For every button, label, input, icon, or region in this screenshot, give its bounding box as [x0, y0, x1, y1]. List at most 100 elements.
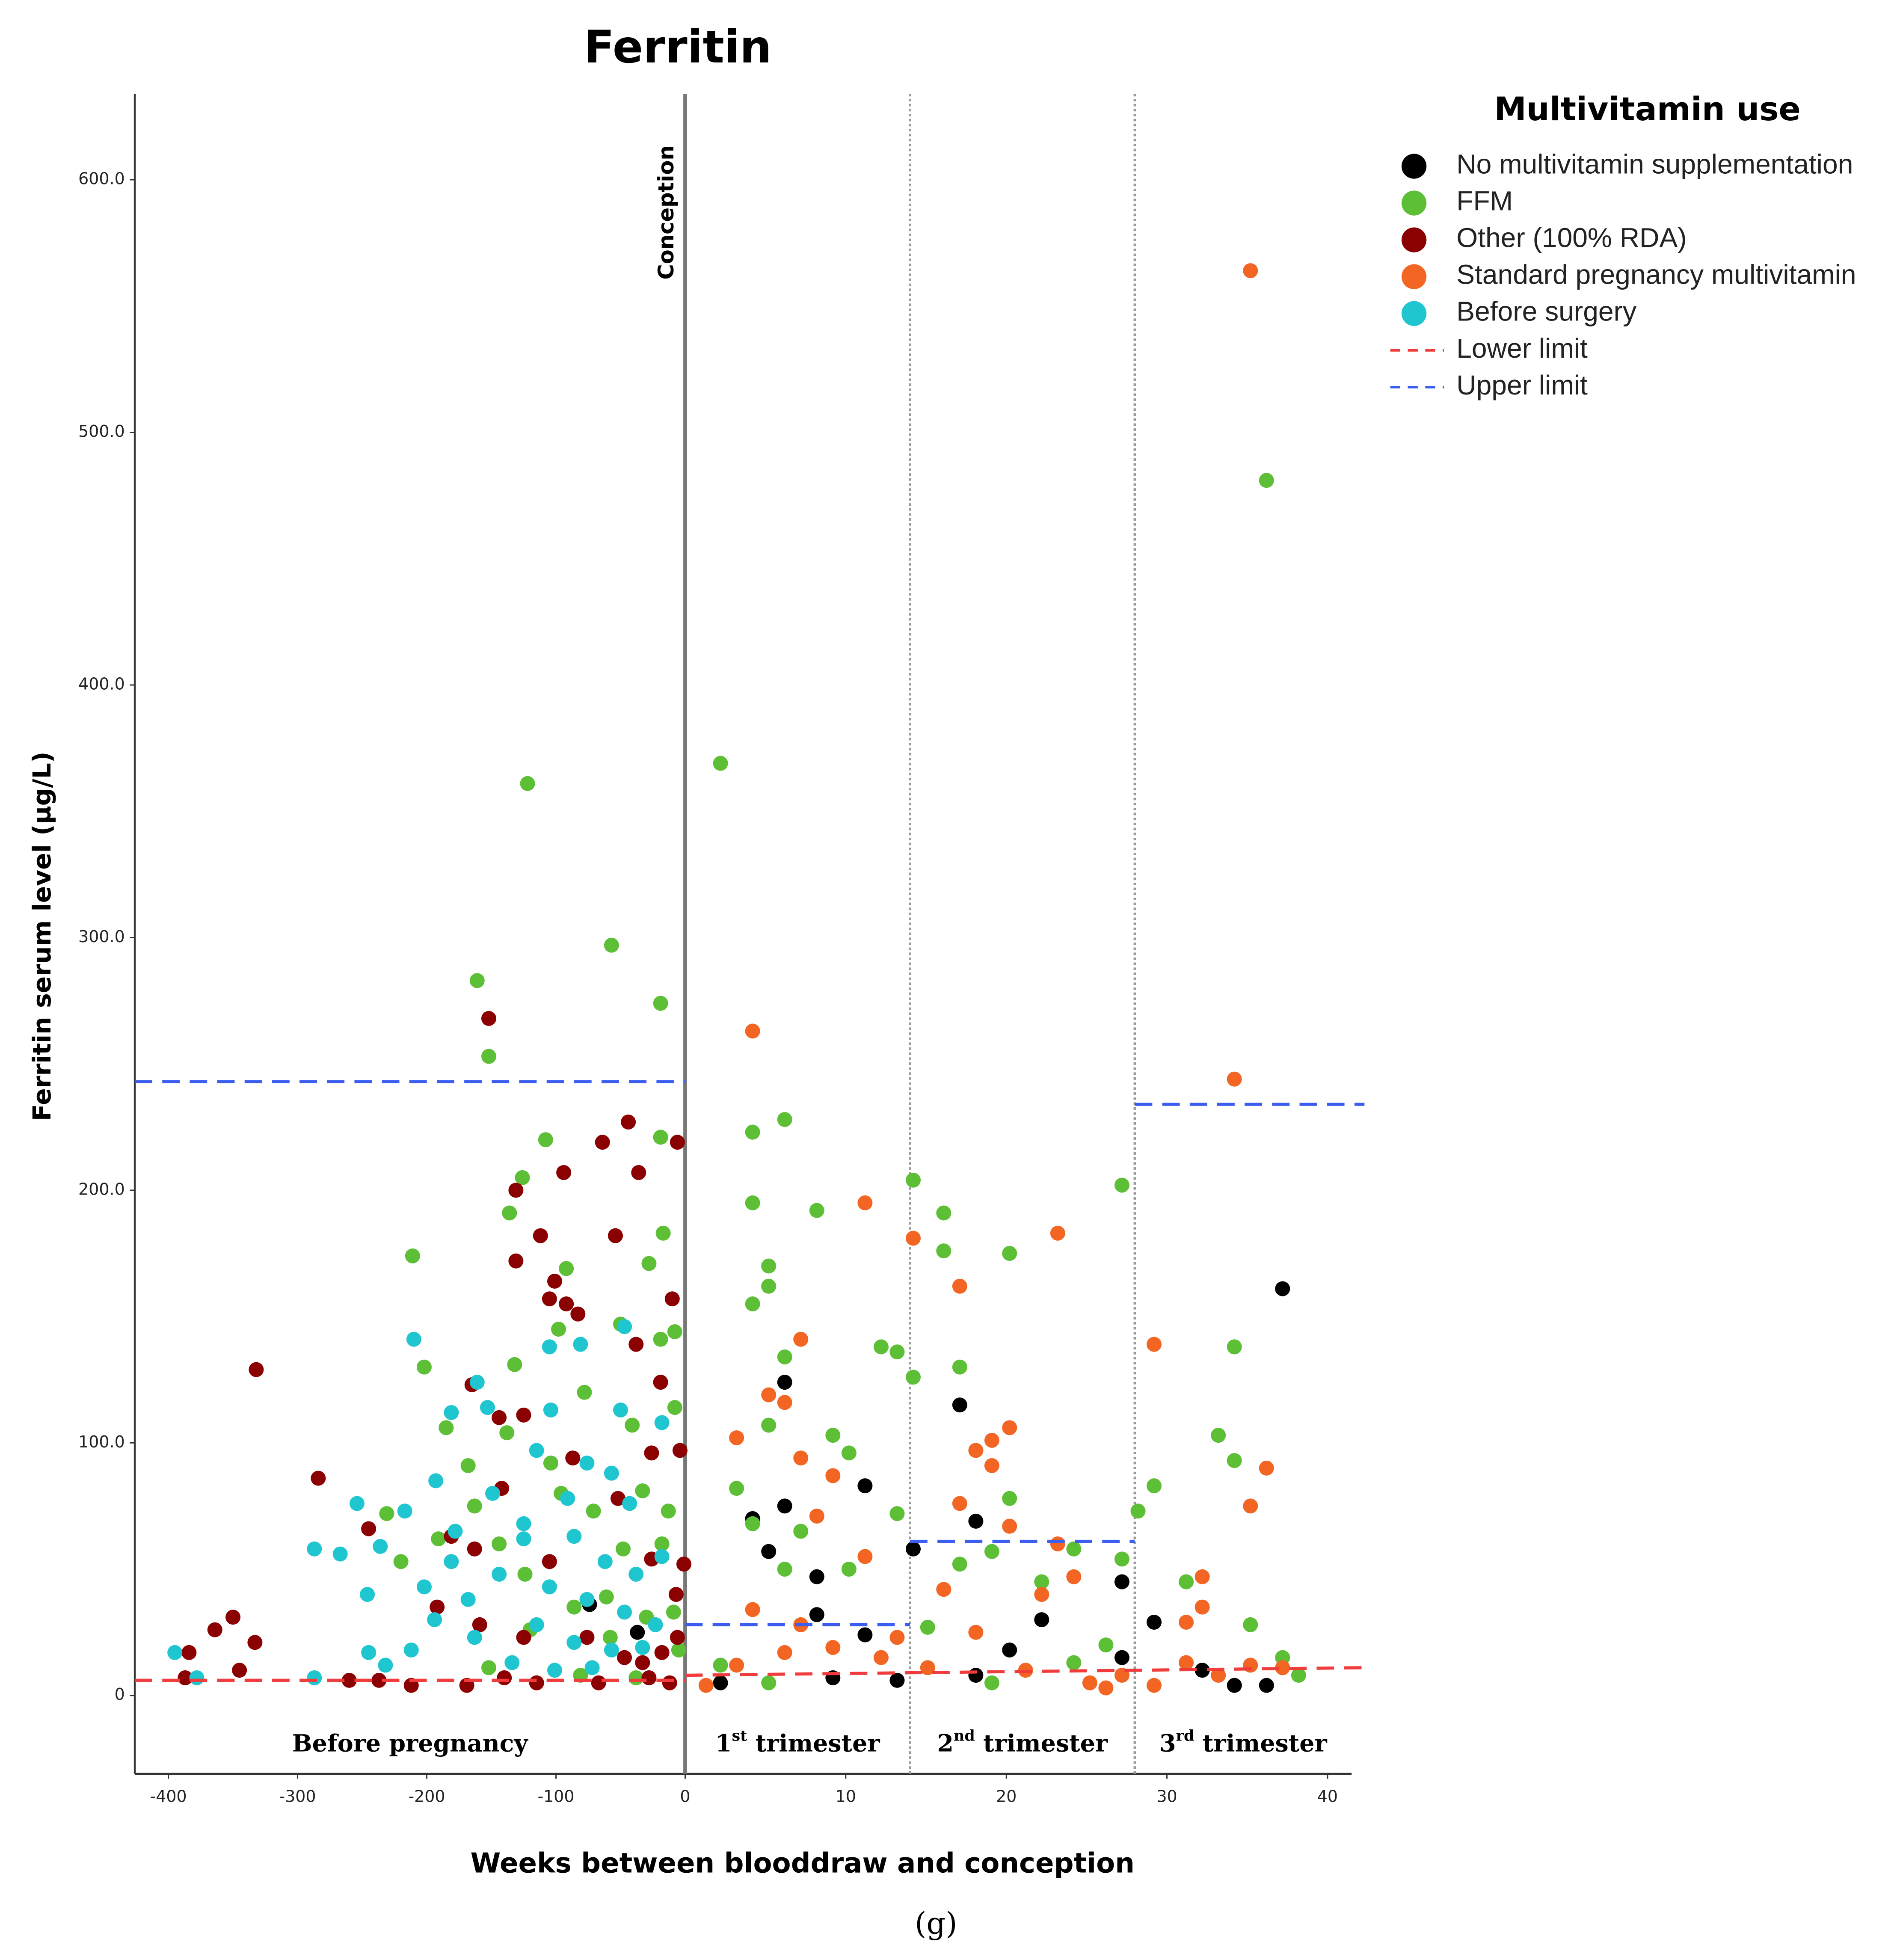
- region-label-part: trimester: [975, 1729, 1108, 1757]
- scatter-point: [504, 1655, 520, 1670]
- scatter-point: [655, 1225, 671, 1241]
- scatter-point: [547, 1663, 562, 1678]
- scatter-point: [936, 1205, 951, 1221]
- scatter-point: [654, 1415, 670, 1430]
- legend-label: Before surgery: [1456, 296, 1636, 327]
- legend-marker: [1401, 154, 1427, 179]
- scatter-point: [1147, 1615, 1162, 1630]
- scatter-point: [777, 1375, 792, 1390]
- scatter-point: [538, 1132, 553, 1148]
- scatter-point: [653, 1331, 668, 1347]
- scatter-point: [480, 1400, 495, 1415]
- vline-label: Conception: [654, 145, 679, 279]
- scatter-point: [249, 1362, 264, 1377]
- scatter-point: [1034, 1587, 1049, 1602]
- scatter-point: [745, 1124, 760, 1140]
- scatter-point: [551, 1322, 566, 1337]
- scatter-point: [1098, 1637, 1114, 1653]
- scatter-point: [676, 1557, 691, 1572]
- scatter-point: [793, 1450, 809, 1466]
- scatter-point: [1179, 1655, 1194, 1670]
- scatter-point: [516, 1407, 531, 1423]
- scatter-point: [905, 1172, 921, 1188]
- scatter-point: [889, 1344, 905, 1360]
- scatter-point: [825, 1468, 841, 1483]
- scatter-point: [952, 1557, 967, 1572]
- scatter-point: [430, 1599, 445, 1615]
- scatter-point: [560, 1491, 575, 1506]
- scatter-point: [841, 1562, 857, 1577]
- scatter-point: [613, 1403, 628, 1418]
- scatter-point: [1291, 1668, 1306, 1683]
- scatter-point: [713, 1658, 728, 1673]
- scatter-point: [361, 1645, 376, 1660]
- scatter-point: [654, 1536, 670, 1551]
- scatter-point: [311, 1471, 326, 1486]
- scatter-point: [662, 1675, 677, 1690]
- scatter-point: [1227, 1071, 1242, 1087]
- scatter-point: [565, 1450, 581, 1466]
- scatter-point: [579, 1630, 595, 1645]
- scatter-point: [178, 1670, 193, 1685]
- scatter-point: [1259, 1678, 1274, 1693]
- scatter-point: [654, 1549, 670, 1564]
- scatter-point: [1066, 1655, 1082, 1670]
- scatter-point: [641, 1256, 657, 1271]
- scatter-point: [393, 1554, 409, 1569]
- scatter-point: [1227, 1678, 1242, 1693]
- scatter-point: [1114, 1177, 1129, 1193]
- scatter-point: [777, 1395, 792, 1410]
- scatter-point: [1243, 1617, 1258, 1632]
- scatter-point: [984, 1432, 999, 1448]
- scatter-point: [181, 1645, 197, 1660]
- scatter-point: [968, 1443, 984, 1458]
- scatter-point: [529, 1675, 544, 1690]
- scatter-point: [469, 1375, 485, 1390]
- scatter-point: [579, 1456, 595, 1471]
- scatter-point: [653, 996, 668, 1011]
- legend-label: No multivitamin supplementation: [1456, 149, 1853, 180]
- x-axis-title: Weeks between blooddraw and conception: [470, 1847, 1134, 1879]
- scatter-point: [472, 1617, 487, 1632]
- scatter-point: [1050, 1225, 1065, 1241]
- scatter-point: [542, 1579, 557, 1595]
- scatter-point: [467, 1541, 482, 1557]
- region-label-part: rd: [1176, 1727, 1195, 1744]
- scatter-point: [517, 1566, 533, 1582]
- scatter-point: [1098, 1680, 1114, 1696]
- legend-marker: [1401, 190, 1427, 216]
- scatter-point: [397, 1503, 412, 1519]
- scatter-point: [497, 1670, 512, 1685]
- scatter-point: [777, 1562, 792, 1577]
- scatter-point: [1130, 1503, 1146, 1519]
- scatter-point: [481, 1660, 496, 1675]
- region-label: Before pregnancy: [292, 1729, 529, 1757]
- scatter-point: [566, 1529, 582, 1544]
- scatter-point: [520, 776, 535, 791]
- scatter-point: [597, 1554, 613, 1569]
- y-axis-title: Ferritin serum level (µg/L): [27, 751, 56, 1121]
- y-tick-label: 400.0: [78, 674, 125, 693]
- scatter-point: [373, 1539, 388, 1554]
- scatter-point: [873, 1650, 889, 1665]
- scatter-point: [641, 1670, 657, 1685]
- scatter-point: [189, 1670, 205, 1685]
- scatter-point: [857, 1627, 873, 1643]
- scatter-point: [984, 1458, 999, 1473]
- scatter-point: [729, 1430, 744, 1445]
- scatter-point: [225, 1610, 241, 1625]
- scatter-point: [889, 1672, 905, 1688]
- scatter-point: [1147, 1678, 1162, 1693]
- scatter-point: [533, 1228, 548, 1243]
- y-tick-label: 0: [115, 1685, 125, 1704]
- scatter-point: [1179, 1615, 1194, 1630]
- x-tick-label: -200: [409, 1787, 445, 1806]
- scatter-point: [379, 1506, 394, 1521]
- scatter-point: [1114, 1650, 1129, 1665]
- scatter-point: [371, 1672, 387, 1688]
- scatter-point: [635, 1640, 650, 1655]
- scatter-point: [635, 1483, 650, 1498]
- scatter-point: [378, 1658, 393, 1673]
- scatter-point: [664, 1291, 680, 1307]
- scatter-point: [1227, 1453, 1242, 1468]
